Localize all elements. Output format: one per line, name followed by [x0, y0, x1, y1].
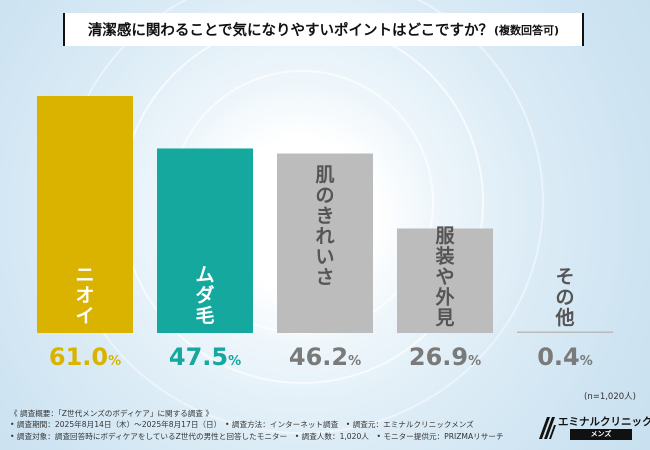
bar	[517, 331, 613, 333]
category-label: 肌のきれいさ	[315, 164, 334, 289]
category-label: 服装や外見	[434, 225, 455, 329]
category-label: ニオイ	[75, 264, 94, 327]
value-label: 47.5%	[169, 343, 241, 371]
sample-size: (n=1,020人)	[584, 392, 636, 402]
logo-mark-icon	[539, 417, 556, 439]
footnote-line: • 調査対象：調査回答時にボディケアをしているZ世代の男性と回答したモニター •…	[10, 431, 504, 441]
chart-title-note: (複数回答可)	[494, 23, 560, 37]
bar	[277, 153, 373, 333]
category-label: ムダ毛	[195, 264, 214, 327]
value-label: 61.0%	[49, 343, 121, 371]
bar	[157, 148, 253, 333]
chart-title: 清潔感に関わることで気になりやすいポイントはどこですか？ (複数回答可)	[63, 13, 584, 46]
chart-title-text: 清潔感に関わることで気になりやすいポイントはどこですか？	[87, 23, 494, 39]
category-label: その他	[554, 266, 574, 329]
survey-footnote: 《 調査概要：「Z世代メンズのボディケア」に関する調査 》 • 調査期間：202…	[10, 408, 504, 442]
footnote-line: • 調査期間：2025年8月14日（木）〜2025年8月17日（日） • 調査方…	[10, 420, 474, 430]
bar	[397, 228, 493, 333]
logo-sub: メンズ	[570, 429, 632, 440]
value-label: 0.4%	[537, 343, 593, 371]
footnote-line: 《 調査概要：「Z世代メンズのボディケア」に関する調査 》	[10, 409, 213, 418]
brand-logo: エミナルクリニック メンズ	[537, 414, 650, 444]
logo-name: エミナルクリニック	[558, 416, 650, 428]
value-label: 46.2%	[289, 343, 361, 371]
value-label: 26.9%	[409, 343, 481, 371]
bar	[37, 96, 133, 333]
